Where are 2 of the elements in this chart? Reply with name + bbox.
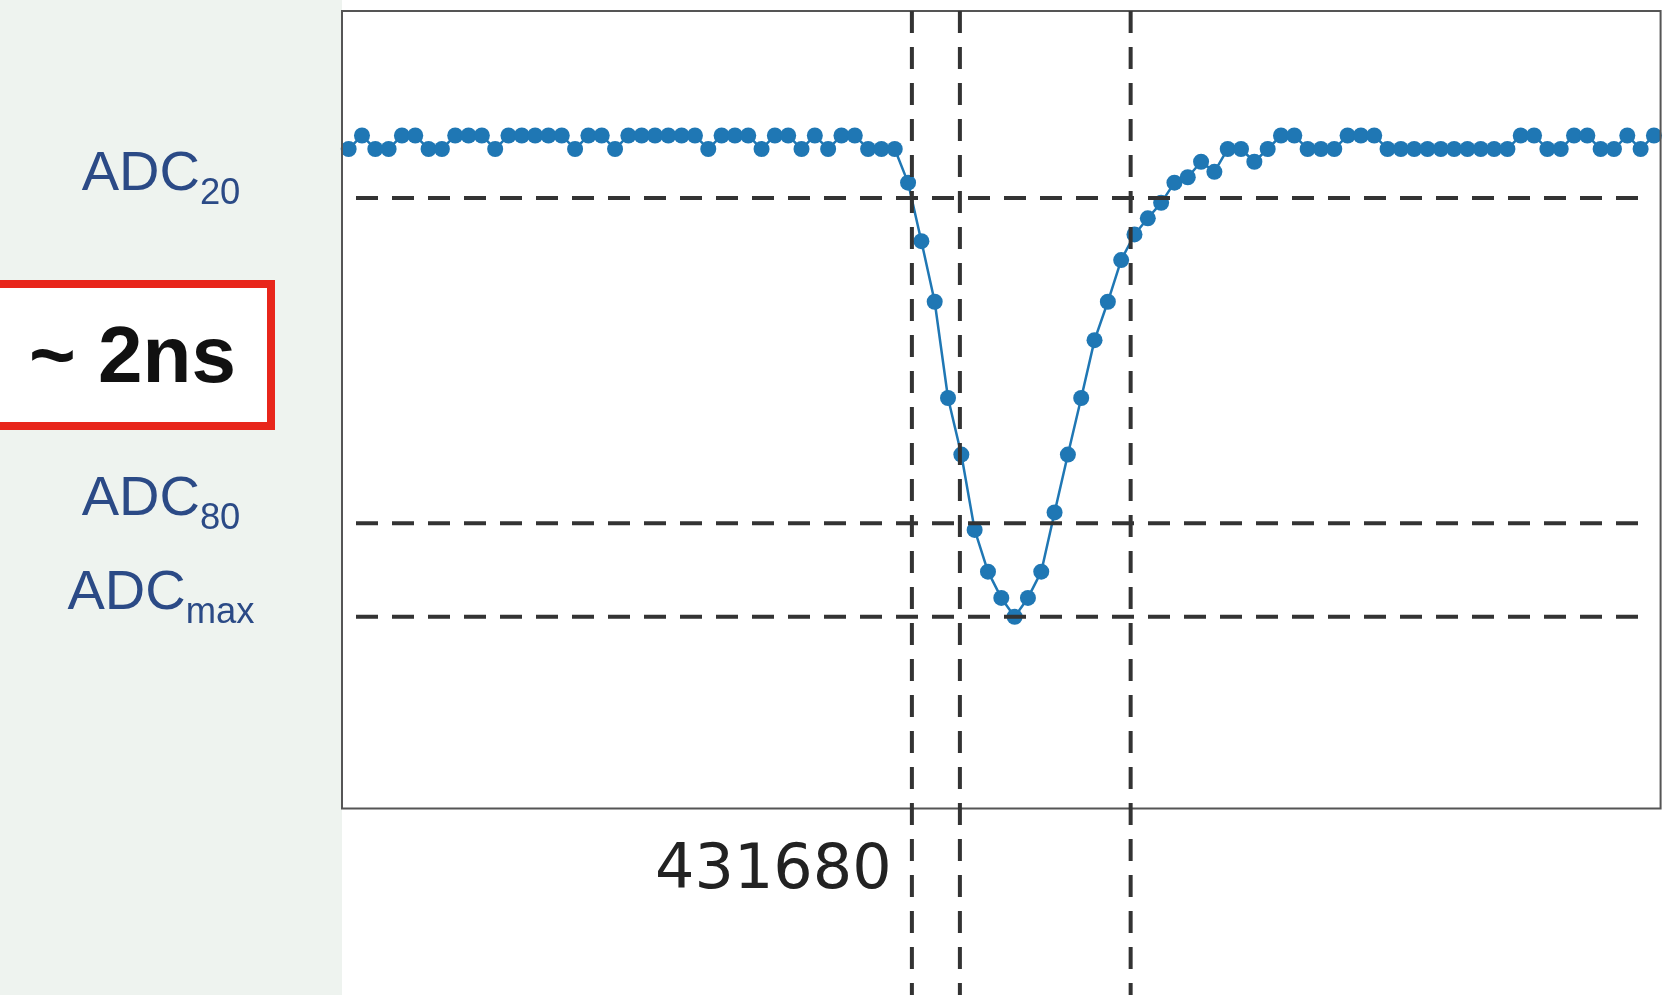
- text: ~ 2ns: [0, 280, 275, 430]
- text: 431680: [655, 830, 892, 903]
